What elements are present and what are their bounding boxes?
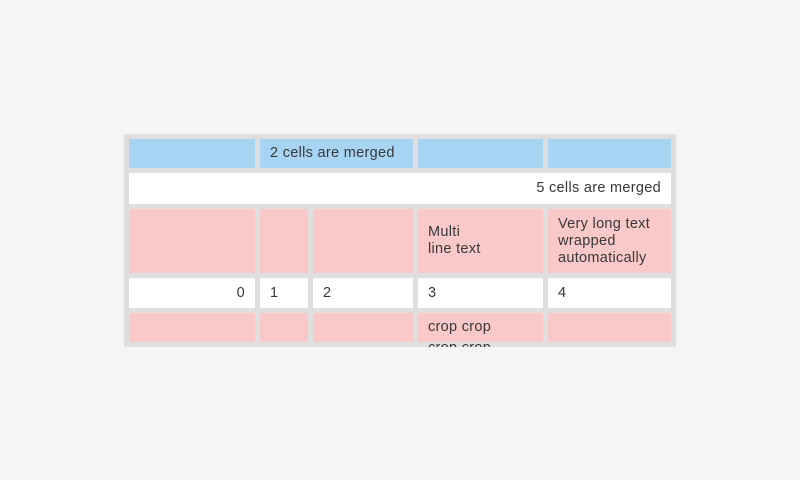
cell-r1c4[interactable] bbox=[418, 139, 543, 168]
cell-r4c3[interactable]: 2 bbox=[313, 278, 413, 308]
cell-r1c1[interactable] bbox=[129, 139, 255, 168]
cropped-text-label: crop crop crop crop bbox=[428, 319, 492, 347]
wrapped-text-label: Very long text wrapped automatically bbox=[558, 215, 651, 266]
cell-r4c2[interactable]: 1 bbox=[260, 278, 308, 308]
number-1: 1 bbox=[270, 284, 279, 301]
cell-r1c5[interactable] bbox=[548, 139, 671, 168]
cell-r3c5[interactable]: Very long text wrapped automatically bbox=[548, 209, 671, 273]
number-3: 3 bbox=[428, 284, 437, 301]
merged-5-cells-label: 5 cells are merged bbox=[536, 180, 661, 196]
cell-r3c3[interactable] bbox=[313, 209, 413, 273]
cell-r3c1[interactable] bbox=[129, 209, 255, 273]
cell-r4c4[interactable]: 3 bbox=[418, 278, 543, 308]
multi-line-text-label: Multi line text bbox=[428, 224, 481, 257]
cell-r5c1[interactable] bbox=[129, 313, 255, 342]
cell-r2-merged[interactable]: 5 cells are merged bbox=[129, 173, 671, 204]
cell-r5c3[interactable] bbox=[313, 313, 413, 342]
cell-r3c2[interactable] bbox=[260, 209, 308, 273]
cell-r5c4[interactable]: crop crop crop crop bbox=[418, 313, 543, 347]
cell-r4c1[interactable]: 0 bbox=[129, 278, 255, 308]
number-0: 0 bbox=[236, 284, 245, 301]
table-widget[interactable]: 2 cells are merged 5 cells are merged Mu… bbox=[124, 134, 676, 347]
cell-r1c2-merged[interactable]: 2 cells are merged bbox=[260, 139, 413, 168]
merged-2-cells-label: 2 cells are merged bbox=[270, 145, 395, 161]
cell-r3c4[interactable]: Multi line text bbox=[418, 209, 543, 273]
cell-r5c5[interactable] bbox=[548, 313, 671, 342]
cell-r4c5[interactable]: 4 bbox=[548, 278, 671, 308]
cell-r5c2[interactable] bbox=[260, 313, 308, 342]
number-2: 2 bbox=[323, 284, 332, 301]
number-4: 4 bbox=[558, 284, 567, 301]
